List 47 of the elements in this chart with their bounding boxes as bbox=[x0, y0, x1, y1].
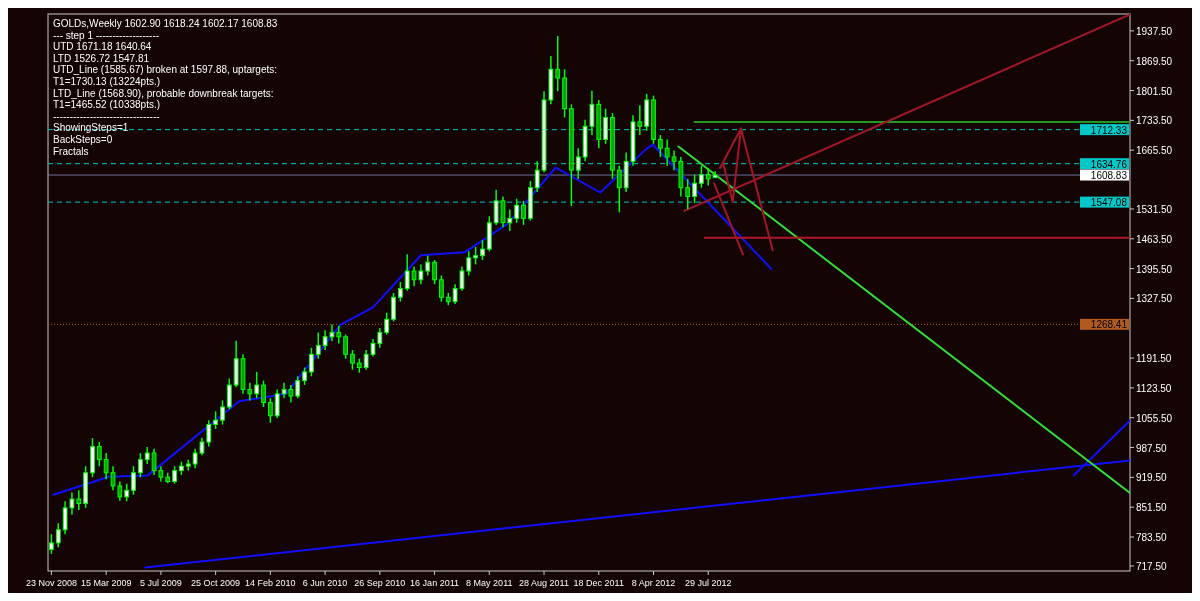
y-tick-label: 987.50 bbox=[1136, 442, 1168, 454]
y-tick-label: 851.50 bbox=[1136, 502, 1168, 514]
annotation: UTD_Line (1585.67) broken at 1597.88, uptargets: bbox=[53, 64, 278, 76]
y-tick-label: 783.50 bbox=[1136, 532, 1168, 544]
ref-line-label: 1608.83 bbox=[1090, 170, 1128, 182]
y-tick-label: 1123.50 bbox=[1136, 382, 1172, 394]
y-tick-label: 1463.50 bbox=[1136, 233, 1173, 245]
y-tick-label: 1055.50 bbox=[1136, 412, 1173, 424]
ref-line-label: 1547.08 bbox=[1090, 197, 1128, 209]
y-tick-label: 1801.50 bbox=[1136, 85, 1173, 97]
x-tick-label: 6 Jun 2010 bbox=[302, 578, 348, 588]
y-tick-label: 1733.50 bbox=[1136, 115, 1173, 127]
annotation: BackSteps=0 bbox=[53, 134, 113, 145]
annotation: Fractals bbox=[53, 145, 89, 157]
annotation: ShowingSteps=1 bbox=[53, 122, 129, 134]
y-tick-label: 1327.50 bbox=[1136, 293, 1173, 305]
y-tick-label: 1191.50 bbox=[1136, 353, 1172, 365]
x-tick-label: 23 Nov 2008 bbox=[25, 578, 77, 588]
y-tick-label: 717.50 bbox=[1136, 560, 1168, 572]
x-tick-label: 29 Jul 2012 bbox=[684, 578, 732, 588]
y-tick-label: 1665.50 bbox=[1136, 145, 1173, 157]
chart-title: GOLDs,Weekly 1602.90 1618.24 1602.17 1608.83 bbox=[53, 18, 278, 29]
y-tick-label: 919.50 bbox=[1136, 472, 1168, 484]
x-tick-label: 15 Mar 2009 bbox=[80, 578, 132, 588]
annotation: LTD_Line (1568.90), probable downbreak targets: bbox=[53, 87, 274, 99]
x-tick-label: 8 May 2011 bbox=[466, 578, 513, 588]
x-tick-label: 25 Oct 2009 bbox=[191, 578, 241, 588]
annotation: T1=1730.13 (13224pts.) bbox=[53, 76, 161, 87]
annotation: --- step 1 ------------------- bbox=[53, 29, 160, 41]
x-tick-label: 26 Sep 2010 bbox=[354, 578, 406, 588]
y-tick-label: 1937.50 bbox=[1136, 25, 1173, 37]
ref-line-label: 1712.33 bbox=[1090, 124, 1128, 136]
x-tick-label: 18 Dec 2011 bbox=[573, 578, 624, 588]
annotation: UTD 1671.18 1640.64 bbox=[53, 41, 152, 53]
x-tick-label: 28 Aug 2011 bbox=[519, 578, 569, 588]
x-tick-label: 8 Apr 2012 bbox=[631, 578, 676, 588]
annotation: T1=1465.52 (10338pts.) bbox=[53, 99, 161, 111]
y-tick-label: 1869.50 bbox=[1136, 55, 1173, 67]
y-tick-label: 1531.50 bbox=[1136, 203, 1173, 215]
x-tick-label: 5 Jul 2009 bbox=[140, 578, 182, 588]
x-tick-label: 14 Feb 2010 bbox=[245, 578, 296, 588]
annotation: LTD 1526.72 1547.81 bbox=[53, 52, 150, 64]
x-tick-label: 16 Jan 2011 bbox=[410, 578, 460, 588]
annotation: -------------------------------- bbox=[53, 110, 160, 122]
y-tick-label: 1395.50 bbox=[1136, 263, 1173, 275]
ref-line-label: 1634.76 bbox=[1090, 158, 1128, 170]
ref-line-label: 1268.41 bbox=[1090, 319, 1128, 331]
